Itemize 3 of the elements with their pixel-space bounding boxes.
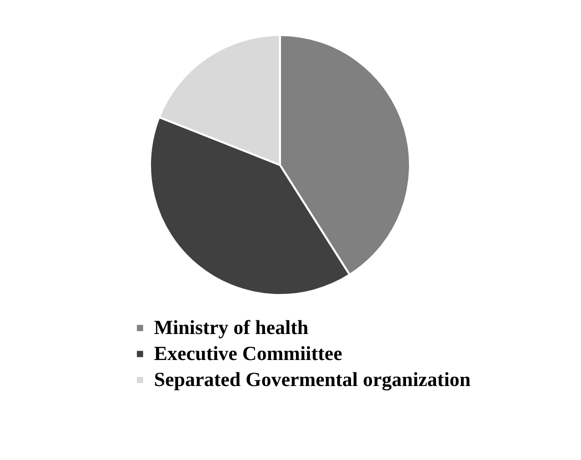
legend-label: Separated Govermental organization bbox=[154, 369, 471, 391]
legend-label: Ministry of health bbox=[154, 317, 308, 339]
legend-label: Executive Commiittee bbox=[154, 343, 342, 365]
